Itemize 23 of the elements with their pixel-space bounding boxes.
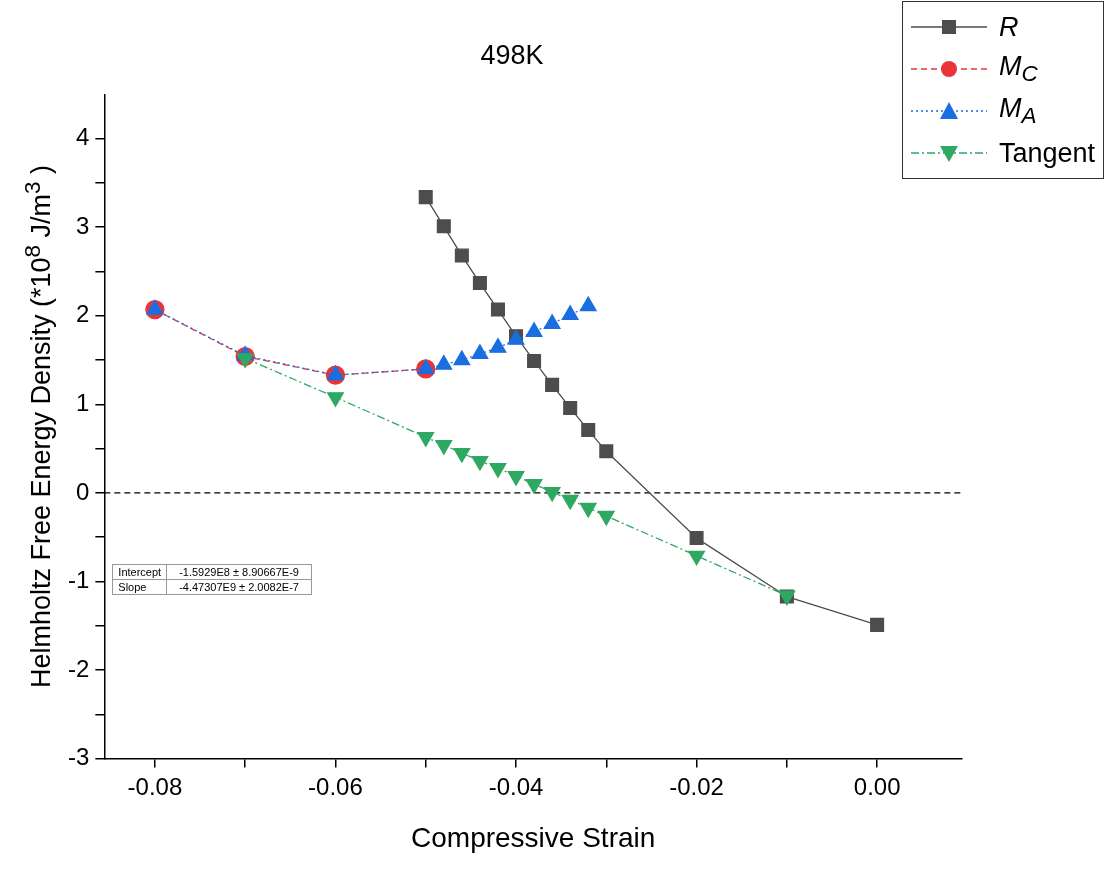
legend-label: R bbox=[998, 11, 1019, 43]
y-tick-label: 3 bbox=[75, 211, 90, 239]
legend-label: M$_{A}$ bbox=[998, 92, 1037, 130]
legend-label: Tangent bbox=[998, 137, 1095, 169]
y-tick-label: -2 bbox=[68, 654, 90, 682]
annotation: Intercept bbox=[112, 564, 167, 580]
x-tick-label: -0.02 bbox=[669, 772, 724, 800]
y-tick-label: 1 bbox=[75, 388, 90, 416]
x-tick-label: -0.04 bbox=[488, 772, 544, 800]
legend-label: M$_{C}$ bbox=[998, 50, 1038, 88]
annotation: -1.5929E8 ± 8.90667E-9 bbox=[166, 564, 312, 580]
y-tick-label: 2 bbox=[75, 300, 90, 328]
y-tick-label: -1 bbox=[68, 566, 90, 594]
annotation: -4.47307E9 ± 2.0082E-7 bbox=[166, 579, 312, 595]
chart-title: 498K bbox=[480, 39, 544, 70]
x-tick-label: -0.06 bbox=[308, 772, 363, 800]
x-tick-label: 0.00 bbox=[853, 772, 901, 800]
y-tick-label: -3 bbox=[68, 743, 90, 771]
y-tick-label: 4 bbox=[75, 123, 90, 151]
x-tick-label: -0.08 bbox=[127, 772, 183, 800]
y-tick-label: 0 bbox=[75, 477, 90, 505]
x-axis-title: Compressive Strain bbox=[411, 821, 656, 853]
annotation: Slope bbox=[112, 579, 167, 595]
